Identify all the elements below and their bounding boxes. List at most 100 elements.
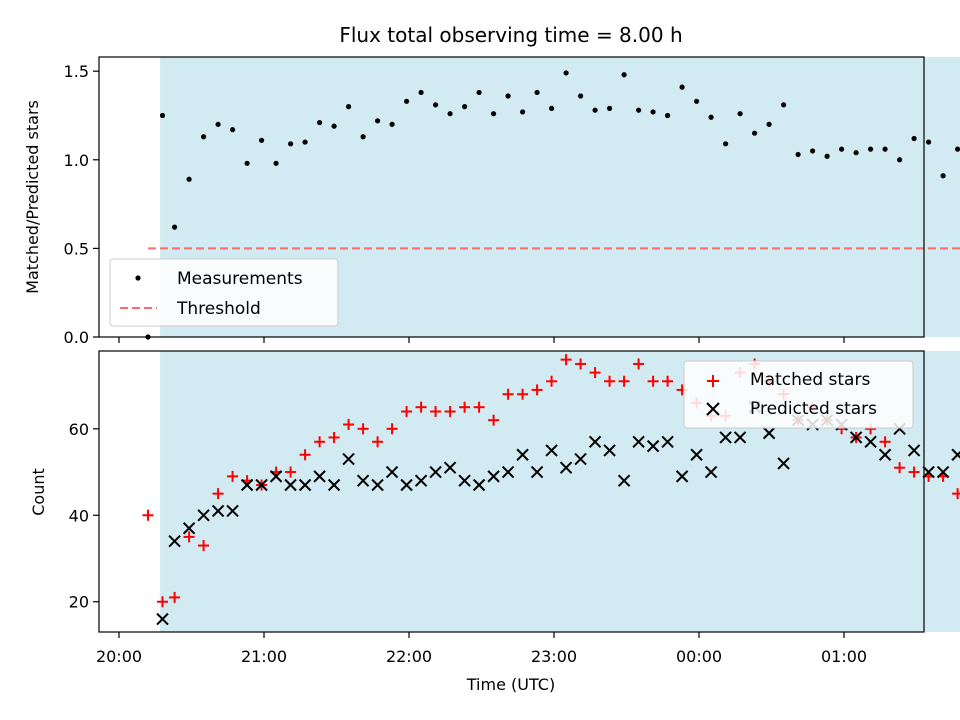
predicted-stars-point	[255, 478, 268, 492]
predicted-stars-point	[719, 431, 732, 444]
predicted-stars-point	[342, 452, 355, 466]
measurements-point	[867, 146, 874, 152]
matched-stars-point	[357, 423, 369, 435]
measurements-point	[896, 157, 903, 163]
measurements-point	[708, 114, 714, 120]
predicted-stars-point	[951, 448, 960, 461]
matched-stars-point	[401, 406, 413, 418]
matched-stars-point	[142, 509, 154, 521]
predicted-stars-point	[414, 474, 428, 487]
measurements-point	[345, 104, 352, 110]
predicted-stars-point	[269, 470, 283, 483]
predicted-stars-point	[458, 474, 471, 487]
matched-stars-point	[430, 406, 442, 418]
predicted-stars-point	[371, 478, 384, 492]
measurements-point	[563, 70, 569, 76]
measurements-point	[911, 135, 917, 142]
bottom-legend-box	[683, 360, 914, 429]
predicted-stars-point	[762, 426, 776, 440]
x-tick-label: 01:00	[821, 647, 867, 666]
x-tick-label: 00:00	[676, 647, 722, 666]
matched-stars-point	[560, 354, 572, 366]
measurements-point	[679, 84, 685, 90]
predicted-stars-point	[661, 435, 674, 448]
predicted-stars-point	[864, 435, 877, 448]
legend-matched-marker	[707, 375, 719, 387]
measurements-point	[490, 111, 497, 117]
measurements-point	[824, 153, 830, 159]
measurements-point	[374, 118, 381, 124]
measurements-point	[693, 98, 700, 104]
top-y-tick-label: 1.0	[64, 151, 89, 170]
measurements-point	[159, 112, 166, 119]
bottom-x-ticks: 20:0021:0022:0023:0000:0001:0002:0003:00…	[96, 632, 867, 666]
measurements-point	[403, 98, 410, 104]
measurements-point	[606, 105, 613, 111]
bottom-y-tick-label: 40	[69, 506, 89, 525]
predicted-stars-point	[675, 470, 689, 483]
measurements-point	[432, 102, 439, 108]
measurements-point	[809, 148, 816, 154]
matched-stars-point	[575, 358, 587, 370]
bottom-legend: Matched stars Predicted stars	[683, 360, 914, 429]
bottom-y-axis-label: Count	[29, 468, 48, 516]
measurements-point	[882, 146, 888, 152]
measurements-point	[737, 111, 743, 117]
measurements-point	[780, 102, 787, 108]
measurements-point	[215, 121, 221, 127]
measurements-point	[186, 176, 192, 182]
predicted-stars-point	[284, 478, 297, 492]
top-y-tick-label: 0.0	[64, 328, 89, 347]
measurements-point	[229, 127, 236, 133]
measurements-point	[418, 89, 424, 96]
matched-stars-point	[589, 367, 601, 379]
measurements-point	[592, 107, 598, 113]
measurements-point	[577, 93, 584, 99]
measurements-point	[316, 119, 323, 126]
top-x-ticks	[118, 337, 845, 343]
top-points	[145, 70, 960, 340]
top-y-ticks: 0.0 0.5 1.0 1.5	[64, 62, 99, 347]
measurements-point	[954, 146, 960, 152]
predicted-stars-point	[385, 465, 399, 479]
matched-stars-point	[531, 384, 543, 396]
measurements-point	[635, 107, 642, 113]
measurements-point	[258, 137, 265, 143]
top-y-tick-label: 1.5	[64, 62, 89, 81]
measurements-point	[751, 130, 758, 136]
measurements-point	[853, 150, 859, 156]
matched-stars-point	[415, 401, 427, 413]
matched-stars-point	[546, 375, 558, 387]
legend-measurements-label: Measurements	[177, 269, 303, 289]
predicted-stars-point	[574, 452, 587, 466]
predicted-stars-point	[197, 509, 210, 522]
predicted-stars-point	[298, 478, 312, 492]
measurements-point	[244, 160, 250, 166]
predicted-stars-point	[617, 474, 631, 487]
predicted-stars-point	[240, 478, 254, 492]
measurements-point	[766, 121, 772, 127]
predicted-stars-point	[182, 522, 196, 535]
measurements-point	[360, 134, 366, 140]
matched-stars-point	[662, 375, 674, 387]
x-tick-label: 20:00	[96, 647, 142, 666]
predicted-stars-point	[690, 448, 703, 461]
matched-stars-point	[604, 375, 616, 387]
matched-stars-point	[212, 488, 224, 500]
top-axes-frame	[98, 56, 925, 338]
top-legend: Measurements Threshold	[109, 258, 339, 327]
predicted-stars-point	[443, 461, 457, 474]
predicted-stars-point	[429, 465, 442, 479]
predicted-stars-point	[907, 444, 921, 457]
matched-stars-point	[459, 401, 471, 413]
measurements-point	[389, 121, 395, 127]
matched-stars-point	[502, 388, 514, 400]
predicted-stars-point	[849, 431, 863, 444]
matched-stars-point	[517, 388, 529, 400]
predicted-stars-point	[156, 612, 169, 626]
predicted-stars-point	[400, 478, 413, 492]
predicted-stars-point	[472, 478, 486, 492]
predicted-stars-point	[168, 535, 181, 548]
